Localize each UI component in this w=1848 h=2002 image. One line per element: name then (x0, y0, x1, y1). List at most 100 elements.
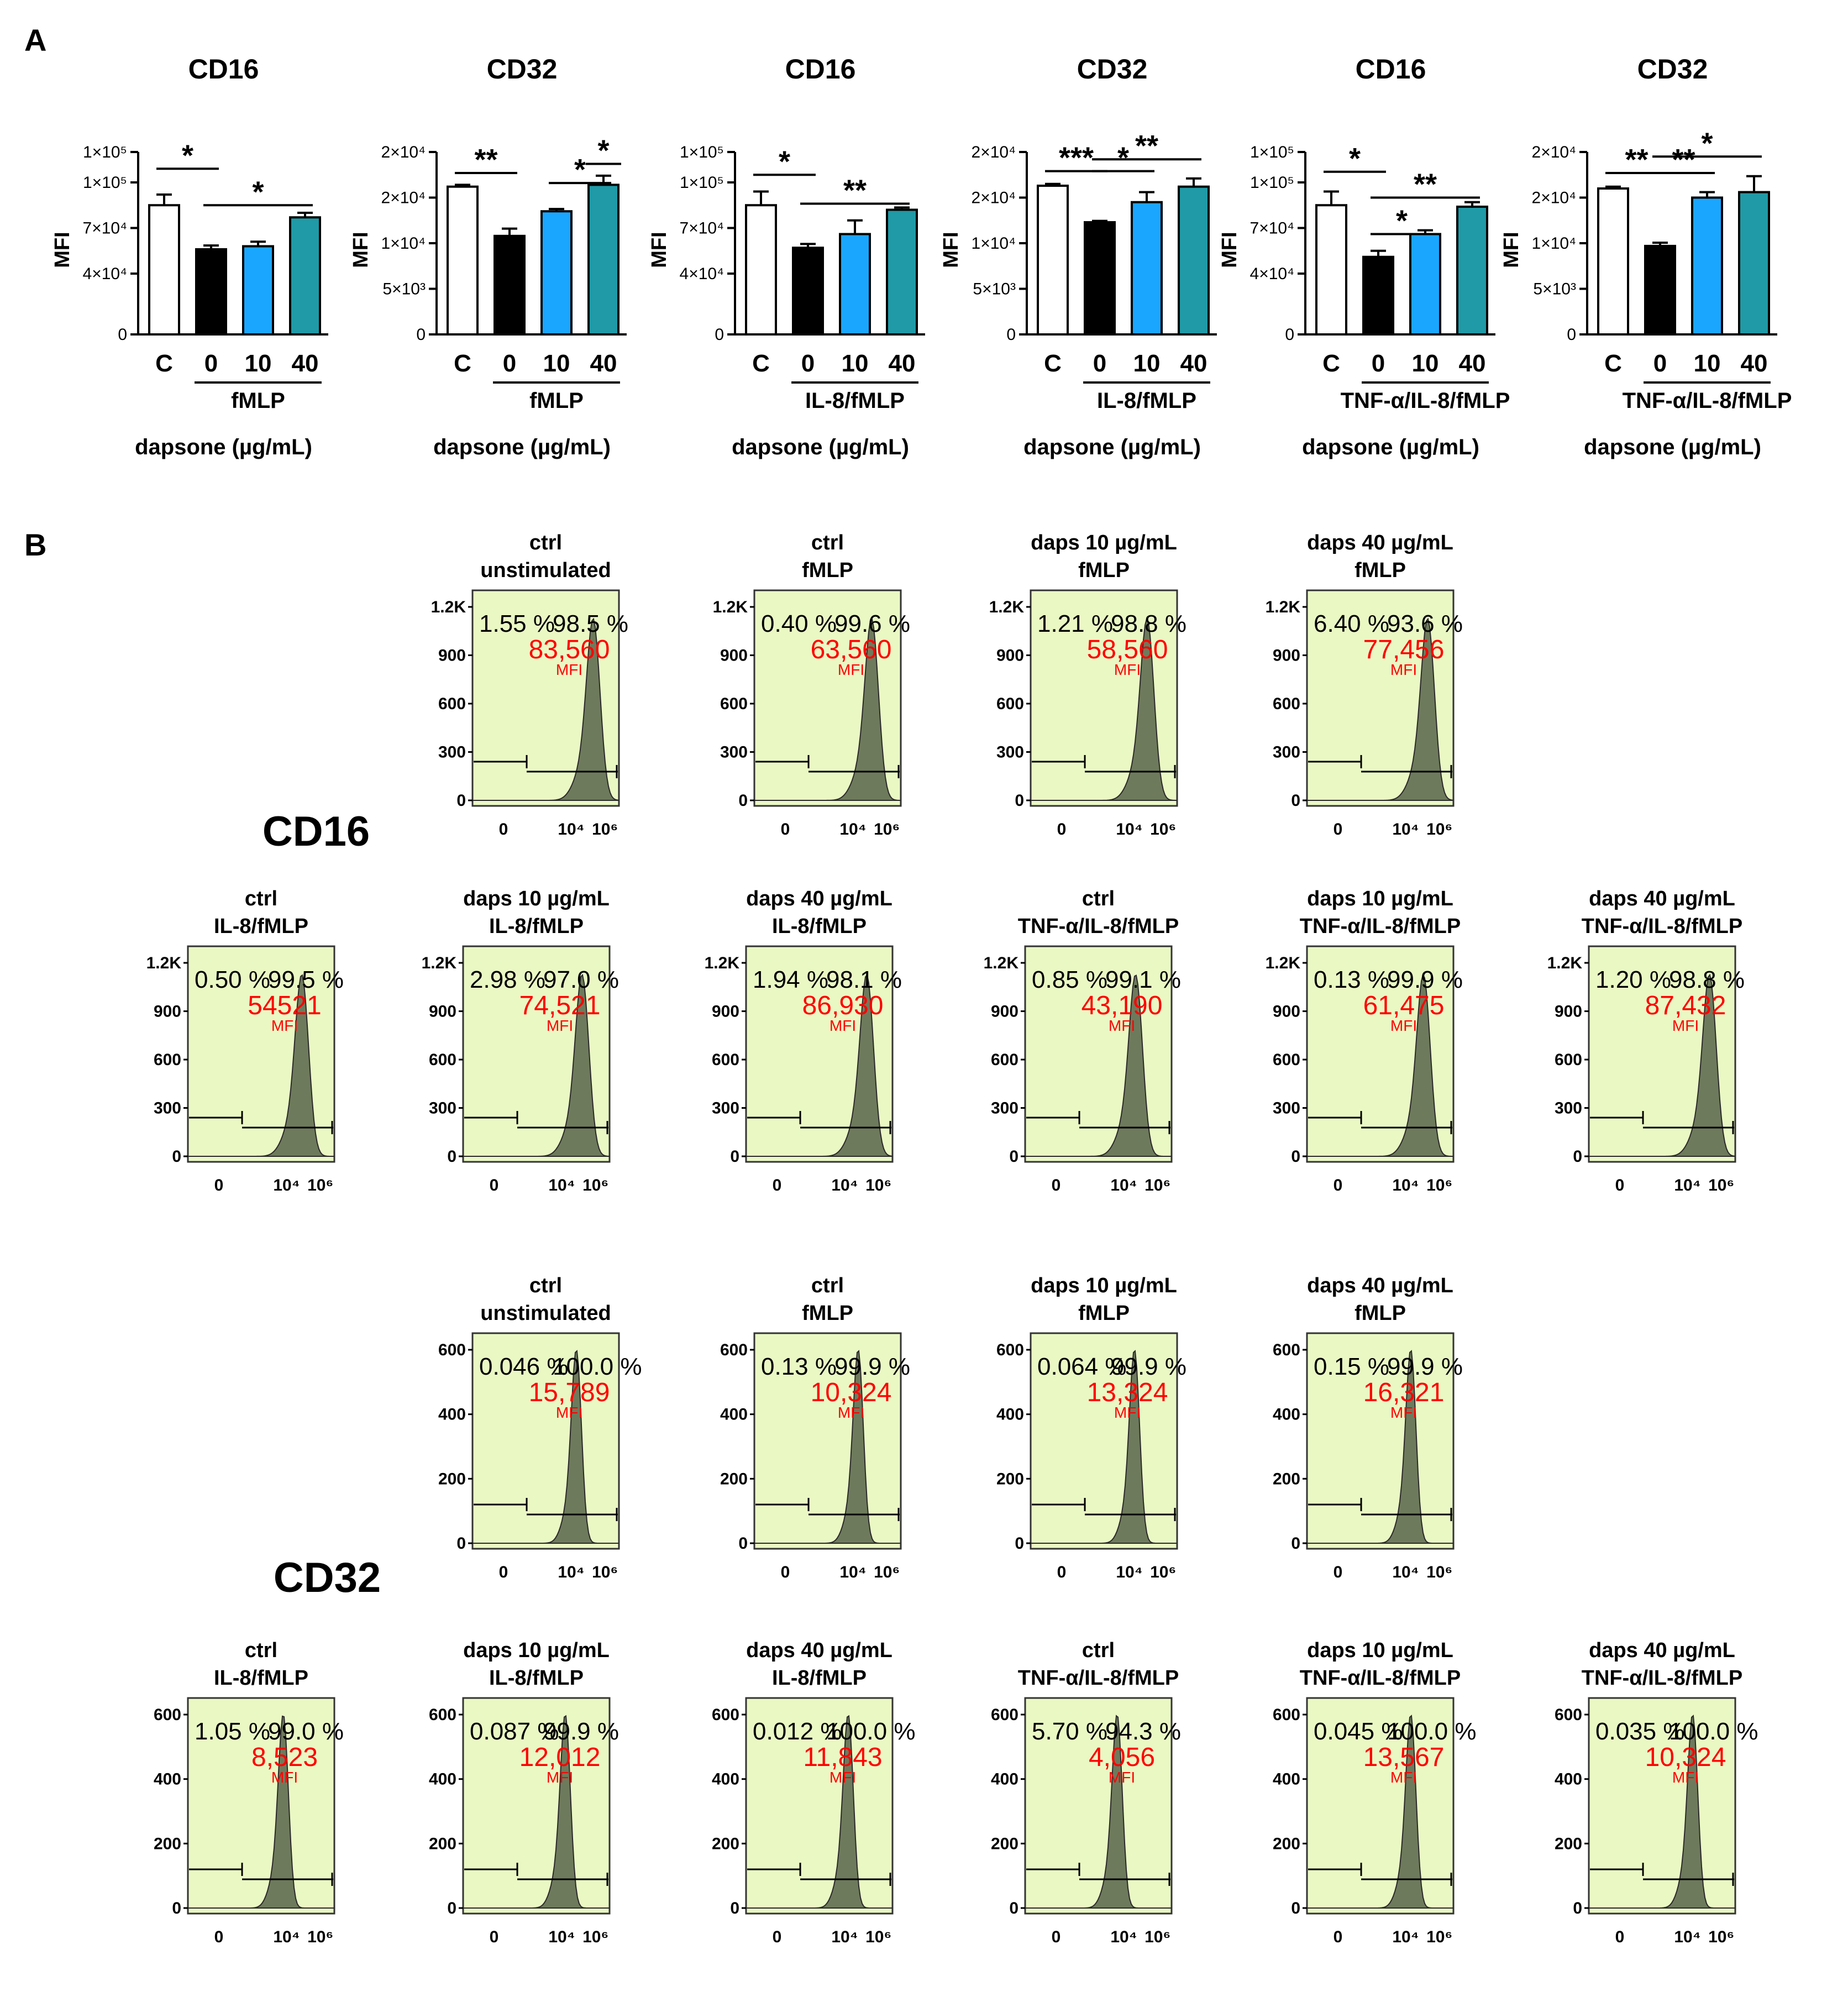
dose-label: dapsone (µg/mL) (1584, 435, 1761, 459)
mfi-value: 13,567 (1363, 1743, 1445, 1772)
y-tick-label: 1×10⁴ (1532, 234, 1576, 253)
y-tick-label: 300 (712, 1099, 739, 1118)
x-tick-label: 10⁴ (1674, 1928, 1700, 1946)
plot-title-line1: daps 40 µg/mL (746, 1639, 893, 1662)
significance-stars: * (574, 153, 586, 186)
x-tick-label: 0 (499, 1563, 508, 1581)
x-tick-label: 0 (1057, 1563, 1067, 1581)
y-tick-label: 0 (172, 1147, 181, 1166)
y-tick-label: 5×10³ (382, 280, 426, 298)
significance-stars: ** (1625, 143, 1648, 176)
y-tick-label: 0 (738, 1534, 748, 1553)
x-tick-label: 0 (490, 1176, 499, 1194)
x-tick-label: 0 (503, 350, 516, 377)
mfi-value: 86,930 (802, 991, 884, 1020)
plot-title-line1: ctrl (245, 1639, 277, 1662)
x-tick-label: 0 (1615, 1176, 1625, 1194)
y-tick-label: 600 (429, 1706, 456, 1724)
percent-positive: 99.9 % (543, 1718, 619, 1745)
plot-title-line2: unstimulated (480, 559, 611, 582)
panel-label-b: B (24, 527, 46, 562)
y-tick-label: 600 (991, 1706, 1019, 1724)
cd16-row2-plot-2: daps 10 µg/mL IL-8/fMLP 0 300 600 900 1.2K 0 10⁴… (422, 887, 619, 1194)
percent-negative: 0.064 % (1037, 1353, 1126, 1380)
plot-frame (753, 1332, 902, 1550)
plot-title-line1: daps 40 µg/mL (1307, 1274, 1453, 1297)
plot-title-line1: daps 10 µg/mL (1307, 1639, 1453, 1662)
plot-title-line1: daps 40 µg/mL (1307, 531, 1453, 554)
plot-title-line1: ctrl (811, 1274, 844, 1297)
percent-negative: 0.012 % (753, 1718, 842, 1745)
mfi-value: 63,560 (811, 635, 892, 664)
histogram-peak (754, 1350, 901, 1544)
percent-positive: 98.8 % (1669, 966, 1745, 993)
mfi-value: 10,324 (1645, 1743, 1726, 1772)
chart-title: CD16 (785, 54, 856, 85)
plot-title-line2: fMLP (802, 1302, 853, 1325)
x-tick-label: 10⁶ (592, 820, 618, 838)
x-tick-label: 10⁴ (1116, 1563, 1142, 1581)
y-tick-label: 4×10⁴ (83, 265, 127, 283)
mfi-label: MFI (838, 1404, 864, 1421)
plot-title-line2: TNF-α/IL-8/fMLP (1300, 1666, 1461, 1690)
x-tick-label: 10⁴ (831, 1176, 858, 1194)
y-tick-label: 0 (1009, 1899, 1019, 1917)
y-tick-label: 0 (118, 326, 127, 344)
cd32-row2-plot-6: daps 40 µg/mL TNF-α/IL-8/fMLP 0 200 400 600 0 1… (1555, 1639, 1758, 1946)
histogram-peak (188, 1715, 334, 1909)
significance-stars: * (252, 175, 264, 208)
mfi-label: MFI (1109, 1769, 1135, 1786)
bar (242, 245, 274, 336)
y-tick-label: 400 (991, 1770, 1019, 1789)
y-tick-label: 600 (720, 1341, 748, 1359)
y-tick-label: 900 (1273, 647, 1300, 665)
x-tick-label: 10 (842, 350, 869, 377)
dose-label: dapsone (µg/mL) (135, 435, 312, 459)
bar (1315, 204, 1347, 336)
y-tick-label: 900 (712, 1003, 739, 1021)
dose-label: dapsone (µg/mL) (433, 435, 611, 459)
x-tick-label: 0 (1052, 1928, 1061, 1946)
mfi-label: MFI (1390, 1769, 1417, 1786)
histogram-peak (473, 1350, 619, 1544)
histogram-peak (754, 617, 901, 801)
chart-title: CD16 (1356, 54, 1426, 85)
y-tick-label: 2×10⁴ (972, 189, 1016, 207)
stimulus-label: fMLP (529, 389, 584, 413)
y-tick-label: 0 (1285, 326, 1294, 344)
percent-positive: 100.0 % (1387, 1718, 1476, 1745)
x-tick-label: 10⁴ (1674, 1176, 1700, 1194)
cd32-row1-plot-4: daps 40 µg/mL fMLP 0 200 400 600 0 10⁴ 10⁶ 0.15 %… (1273, 1274, 1463, 1581)
plot-frame (1306, 1332, 1455, 1550)
percent-negative: 0.035 % (1595, 1718, 1684, 1745)
mfi-value: 13,324 (1087, 1378, 1168, 1407)
cd16-row2-plot-4: ctrl TNF-α/IL-8/fMLP 0 300 600 900 1.2K 0 10⁴ 10⁶… (984, 887, 1181, 1194)
y-tick-label: 300 (438, 743, 466, 762)
percent-negative: 5.70 % (1032, 1718, 1107, 1745)
y-tick-label: 300 (429, 1099, 456, 1118)
x-tick-label: 0 (1093, 350, 1106, 377)
percent-negative: 0.40 % (761, 610, 837, 637)
cd32-row2-plot-5: daps 10 µg/mL TNF-α/IL-8/fMLP 0 200 400 600 0 1… (1273, 1639, 1477, 1946)
plot-title-line2: fMLP (1355, 1302, 1406, 1325)
chart-title: CD32 (1077, 54, 1148, 85)
plot-frame (1024, 1697, 1173, 1915)
plot-title-line1: daps 40 µg/mL (746, 887, 893, 910)
significance-stars: * (597, 134, 609, 167)
plot-title-line1: ctrl (1082, 1639, 1115, 1662)
y-tick-label: 4×10⁴ (680, 265, 724, 283)
y-axis-label: MFI (648, 232, 671, 268)
plot-title-line2: IL-8/fMLP (772, 915, 867, 938)
x-tick-label: 0 (490, 1928, 499, 1946)
bar (1362, 255, 1394, 336)
x-tick-label: 0 (773, 1176, 782, 1194)
percent-negative: 6.40 % (1314, 610, 1389, 637)
bar (494, 234, 526, 336)
percent-positive: 98.1 % (826, 966, 902, 993)
plot-title-line2: fMLP (1355, 559, 1406, 582)
dose-label: dapsone (µg/mL) (732, 435, 909, 459)
y-tick-label: 1.2K (713, 598, 748, 616)
x-tick-label: 10⁴ (1392, 820, 1419, 838)
